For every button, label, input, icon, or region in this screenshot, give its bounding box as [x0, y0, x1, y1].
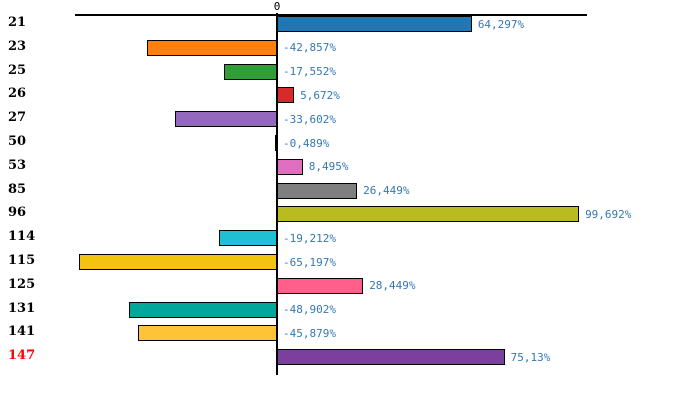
category-label: 96 [8, 205, 27, 221]
category-label: 21 [8, 15, 27, 30]
category-label: 85 [8, 181, 27, 197]
value-label: -48,902% [283, 303, 336, 317]
bar-26 [277, 87, 295, 104]
bar-115 [79, 254, 277, 270]
category-label: 114 [8, 229, 36, 245]
bar-147 [277, 349, 505, 366]
bar-23 [147, 39, 277, 56]
value-label: -17,552% [283, 65, 336, 79]
bar-25 [223, 63, 277, 80]
value-label: 8,495% [308, 160, 349, 174]
value-label: -33,602% [283, 112, 336, 126]
bar-50 [275, 135, 277, 151]
value-label: 99,692% [585, 207, 632, 221]
value-label: 64,297% [477, 17, 525, 31]
category-label: 53 [8, 157, 27, 173]
bar-27 [175, 111, 277, 128]
bar-85 [277, 182, 358, 199]
zero-tick-label: 0 [273, 0, 281, 13]
value-label: 75,13% [510, 350, 551, 364]
category-label: 125 [8, 276, 36, 292]
bar-96 [277, 206, 580, 223]
bar-53 [277, 158, 303, 175]
value-label: -45,879% [283, 326, 336, 340]
value-label: -65,197% [283, 255, 336, 269]
category-label: 27 [8, 110, 27, 126]
bar-125 [277, 277, 364, 294]
category-label: 131 [8, 300, 36, 316]
category-label: 25 [8, 62, 27, 78]
bar-131 [128, 301, 277, 318]
value-label: -0,489% [283, 136, 330, 150]
x-axis-top-line [75, 14, 587, 16]
category-label: 141 [8, 324, 36, 340]
bar-114 [218, 230, 277, 247]
value-label: -42,857% [283, 41, 336, 55]
category-label: 23 [8, 38, 27, 54]
bar-21 [277, 16, 472, 32]
value-label: 28,449% [369, 279, 416, 293]
category-label: 50 [8, 134, 27, 149]
value-label: -19,212% [283, 231, 336, 245]
value-label: 26,449% [363, 184, 410, 198]
category-label: 115 [8, 253, 36, 268]
value-label: 5,672% [300, 88, 340, 102]
category-label: 147 [8, 348, 36, 364]
bar-141 [137, 325, 277, 342]
category-label: 26 [8, 86, 27, 102]
